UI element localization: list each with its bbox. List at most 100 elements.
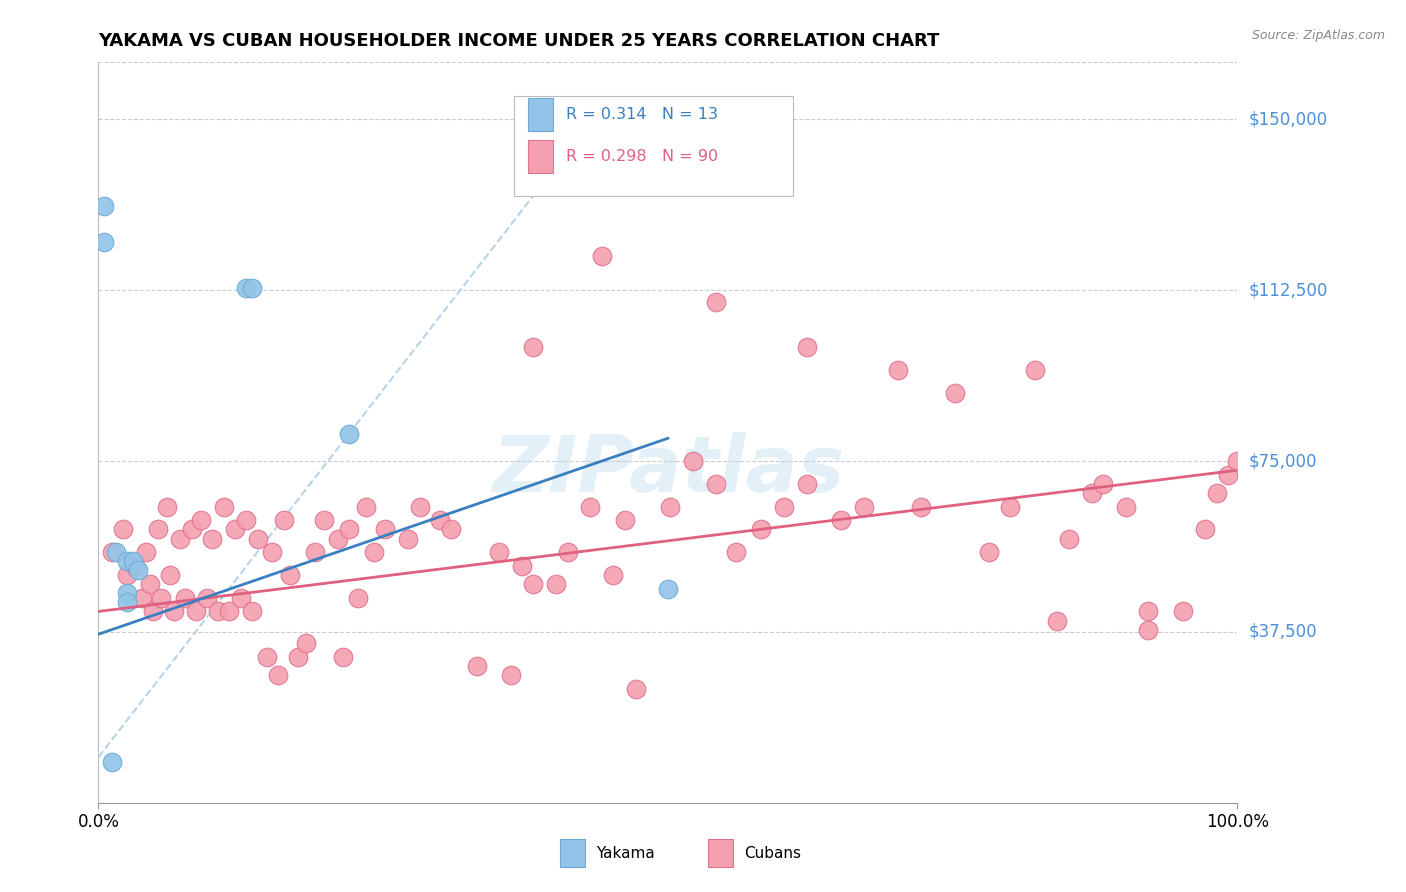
Text: R = 0.314   N = 13: R = 0.314 N = 13 [567,107,718,122]
Point [682,454,704,468]
FancyBboxPatch shape [515,95,793,195]
Point [499,668,522,682]
Point [273,513,295,527]
Point [115,554,138,568]
Point [246,532,269,546]
Point [510,558,533,573]
Point [624,681,647,696]
Point [138,577,160,591]
Text: R = 0.298   N = 90: R = 0.298 N = 90 [567,149,718,164]
Point [287,650,309,665]
Point [256,650,278,665]
Point [304,545,326,559]
Point [347,591,370,605]
Point [112,523,135,537]
Point [115,568,138,582]
Point [190,513,212,527]
Point [1046,614,1069,628]
Point [169,532,191,546]
Point [135,545,157,559]
Point [522,340,544,354]
Bar [707,839,733,867]
Point [374,523,396,537]
Text: $37,500: $37,500 [1249,623,1317,641]
Point [156,500,179,514]
Point [115,586,138,600]
Point [240,604,263,618]
Point [396,532,419,546]
Point [1194,523,1216,537]
Point [1080,486,1102,500]
Point [1137,604,1160,618]
Point [852,500,875,514]
Point [174,591,197,605]
Point [363,545,385,559]
Point [326,532,349,546]
Point [796,340,818,354]
Point [224,523,246,537]
Bar [560,839,585,867]
Point [201,532,224,546]
Point [1115,500,1137,514]
Point [977,545,1000,559]
Point [294,636,316,650]
Point [212,500,235,514]
Point [312,513,335,527]
Point [546,577,568,591]
Point [440,523,463,537]
Point [591,249,613,263]
Point [195,591,218,605]
Point [162,604,184,618]
Point [278,568,301,582]
Point [93,199,115,213]
Point [131,591,153,605]
Text: $75,000: $75,000 [1249,452,1317,470]
Point [1024,363,1046,377]
Point [408,500,430,514]
Point [101,755,124,769]
Text: Source: ZipAtlas.com: Source: ZipAtlas.com [1251,29,1385,43]
Point [146,523,169,537]
Point [910,500,932,514]
Point [104,545,127,559]
Point [337,523,360,537]
Point [93,235,115,250]
Point [704,294,727,309]
Point [124,558,146,573]
Point [332,650,354,665]
Point [579,500,602,514]
Point [186,604,208,618]
Point [180,523,202,537]
Point [159,568,181,582]
Point [749,523,772,537]
Point [725,545,748,559]
Point [602,568,624,582]
Point [229,591,252,605]
Point [943,385,966,400]
Point [101,545,124,559]
Point [1057,532,1080,546]
Point [337,426,360,441]
Point [488,545,510,559]
Text: ZIPatlas: ZIPatlas [492,432,844,508]
Point [1137,623,1160,637]
Bar [527,98,553,131]
Point [1218,467,1240,482]
Point [1171,604,1194,618]
Point [704,476,727,491]
Point [218,604,240,618]
Point [659,500,682,514]
Point [429,513,451,527]
Point [235,513,257,527]
Point [830,513,852,527]
Text: $112,500: $112,500 [1249,281,1327,299]
Point [887,363,910,377]
Point [613,513,636,527]
Text: YAKAMA VS CUBAN HOUSEHOLDER INCOME UNDER 25 YEARS CORRELATION CHART: YAKAMA VS CUBAN HOUSEHOLDER INCOME UNDER… [98,32,939,50]
Bar [527,140,553,173]
Point [522,577,544,591]
Point [657,582,679,596]
Point [1226,454,1249,468]
Text: Yakama: Yakama [596,846,655,861]
Point [773,500,796,514]
